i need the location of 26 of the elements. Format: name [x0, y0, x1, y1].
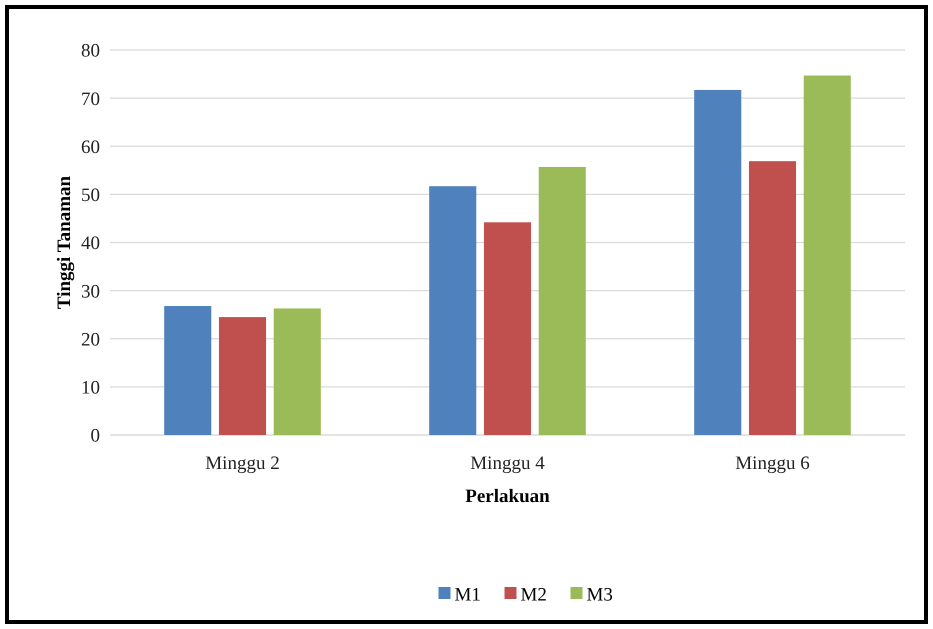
x-tick-label: Minggu 6: [735, 453, 810, 474]
bar: [748, 161, 796, 435]
y-tick-label: 70: [81, 88, 100, 110]
y-tick-label: 40: [81, 233, 100, 254]
bar: [164, 306, 212, 435]
y-tick-label: 10: [81, 378, 100, 399]
y-tick-label: 80: [81, 40, 100, 62]
y-tick-label: 60: [81, 136, 100, 158]
bar: [218, 317, 266, 435]
x-tick-label: Minggu 2: [205, 453, 280, 474]
y-tick-label: 30: [81, 281, 100, 302]
x-axis-title: Perlakuan: [465, 486, 550, 507]
y-tick-label: 0: [90, 426, 100, 447]
bar: [484, 222, 532, 435]
legend-label: M3: [586, 584, 613, 606]
legend-label: M1: [454, 584, 481, 606]
bar: [804, 76, 851, 435]
bar: [694, 90, 742, 435]
y-tick-label: 50: [81, 185, 100, 206]
legend-label: M2: [520, 584, 547, 606]
bar: [538, 166, 586, 435]
y-tick-label: 20: [81, 329, 100, 350]
x-tick-label: Minggu 4: [470, 453, 546, 474]
bar: [429, 186, 476, 435]
y-axis-title: Tinggi Tanaman: [54, 175, 75, 310]
bar: [274, 308, 321, 435]
